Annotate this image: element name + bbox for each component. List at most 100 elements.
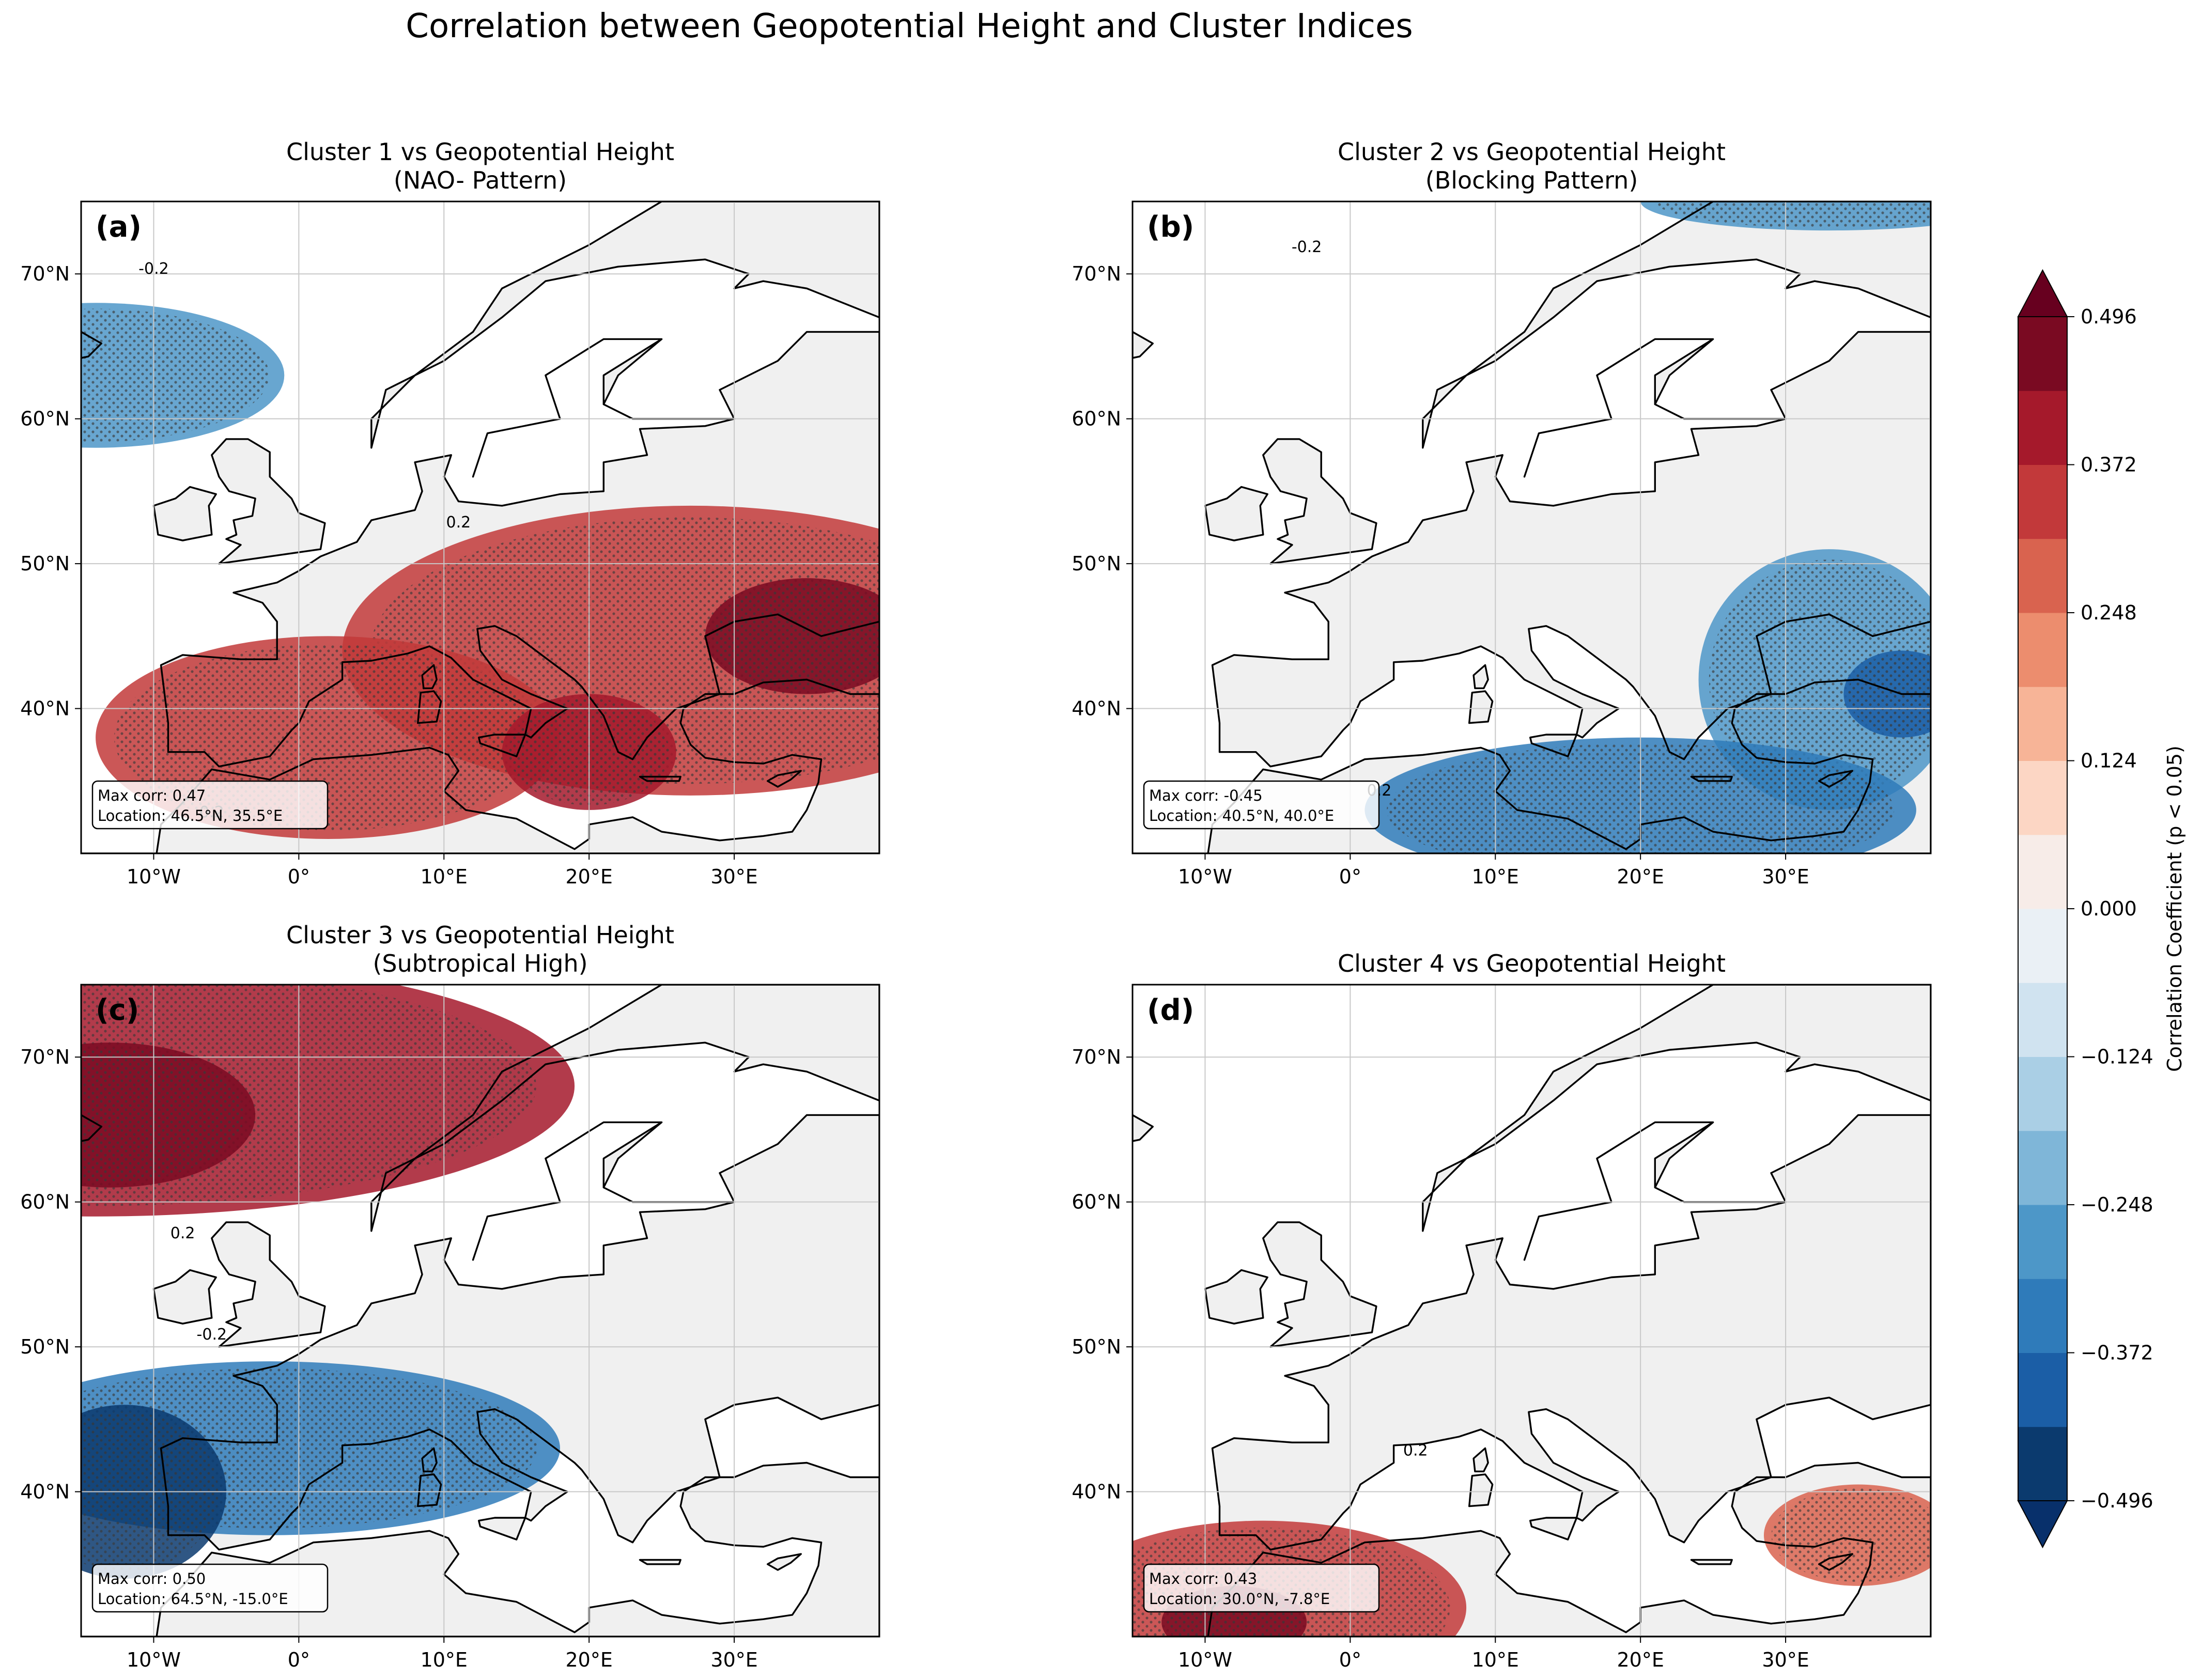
land-polygon <box>371 985 879 1231</box>
lon-tick-label: 10°E <box>421 1648 468 1671</box>
colorbar-tick-label: −0.496 <box>2081 1489 2153 1512</box>
land-polygon <box>1422 985 1931 1231</box>
coastline <box>478 734 526 757</box>
land-polygon <box>211 1222 325 1347</box>
land-polygon <box>478 1518 525 1540</box>
gridlines <box>81 985 879 1637</box>
lon-tick-label: 10°E <box>1472 1648 1519 1671</box>
panel-letter: (c) <box>96 993 139 1027</box>
coastline <box>152 1269 217 1325</box>
contour-label: -0.2 <box>1292 238 1322 256</box>
land-polygon <box>1205 487 1268 541</box>
colorbar-extend-high <box>2017 269 2068 317</box>
max-corr-value: Max corr: 0.47 <box>98 787 206 804</box>
map-area: 0.2 <box>1133 985 1931 1637</box>
land-polygon <box>640 1560 681 1564</box>
panel-subtitle: (Subtropical High) <box>373 950 587 977</box>
panels: Cluster 1 vs Geopotential Height(NAO- Pa… <box>20 138 1932 1671</box>
map-frame <box>80 984 880 1638</box>
lat-tick-label: 70°N <box>1072 262 1121 285</box>
lon-tick-label: 10°W <box>127 1648 181 1671</box>
coastline <box>1529 1517 1578 1541</box>
land-polygon <box>1263 439 1376 564</box>
lon-tick-label: 30°E <box>710 865 757 888</box>
max-corr-location: Location: 30.0°N, -7.8°E <box>1149 1590 1330 1608</box>
max-corr-value: Max corr: -0.45 <box>1149 787 1263 804</box>
coastline <box>767 770 802 788</box>
colorbar-tick-label: 0.372 <box>2081 454 2137 476</box>
coastline <box>1422 985 1931 1232</box>
coastline <box>1133 1461 1931 1637</box>
land-polygon <box>153 487 216 541</box>
colorbar-tick-label: −0.124 <box>2081 1046 2153 1068</box>
gridlines <box>1133 201 1931 853</box>
colorbar-tick-label: −0.248 <box>2081 1193 2153 1216</box>
lat-tick-label: 40°N <box>20 1481 70 1503</box>
coastline <box>81 331 102 359</box>
significance-stipple <box>1709 559 1931 800</box>
max-corr-value: Max corr: 0.43 <box>1149 1570 1257 1588</box>
land-polygon <box>1422 201 1931 448</box>
lat-tick-label: 60°N <box>20 1191 70 1214</box>
map-panel-2: Cluster 2 vs Geopotential Height(Blockin… <box>1072 138 1932 888</box>
map-area: 0.2 -0.2 <box>81 985 879 1637</box>
colorbar-label: Correlation Coefficient (p < 0.05) <box>2163 745 2186 1072</box>
correlation-field <box>1364 201 1931 853</box>
lon-tick-label: 0° <box>1339 865 1361 888</box>
colorbar-tick-label: 0.248 <box>2081 601 2137 624</box>
panel-subtitle: (NAO- Pattern) <box>394 166 567 194</box>
colorbar: 0.496 0.372 0.248 0.124 0.000 −0.124 −0.248 −0.… <box>2017 269 2186 1549</box>
lon-tick-label: 10°W <box>1178 1648 1232 1671</box>
land-polygon <box>1474 665 1488 689</box>
gridlines <box>1133 985 1931 1637</box>
lon-tick-label: 20°E <box>1617 865 1664 888</box>
lat-tick-label: 40°N <box>1072 697 1121 720</box>
land-polygon <box>1474 1448 1488 1472</box>
colorbar-segment <box>2018 834 2067 909</box>
lon-tick-label: 0° <box>288 865 310 888</box>
colorbar-segment <box>2018 1352 2067 1427</box>
coastline <box>1204 486 1268 541</box>
lon-tick-label: 0° <box>1339 1648 1361 1671</box>
lat-tick-label: 60°N <box>1072 408 1121 430</box>
panel-title: Cluster 3 vs Geopotential Height <box>286 921 674 949</box>
significance-stipple <box>713 583 879 690</box>
coastline <box>639 775 681 782</box>
colorbar-tick-label: 0.000 <box>2081 897 2137 920</box>
lat-tick-label: 70°N <box>20 262 70 285</box>
coastline <box>1204 1269 1268 1325</box>
lat-tick-label: 70°N <box>1072 1046 1121 1068</box>
colorbar-segment <box>2018 1056 2067 1131</box>
max-corr-box <box>91 780 329 830</box>
colorbar-segment <box>2018 687 2067 761</box>
significance-stipple <box>1771 1488 1931 1582</box>
colorbar-segment <box>2018 1205 2067 1279</box>
coastline <box>639 1559 681 1565</box>
contour-label: 0.2 <box>170 1224 195 1242</box>
coastline <box>417 1473 442 1507</box>
lat-tick-label: 50°N <box>20 552 70 575</box>
map-area: -0.20.20.2 <box>81 201 879 853</box>
land-polygon <box>1469 691 1493 723</box>
map-frame <box>80 200 880 854</box>
colorbar-segment <box>2018 613 2067 687</box>
lon-tick-label: 20°E <box>1617 1648 1664 1671</box>
land-polygon <box>1691 1560 1732 1564</box>
panel-letter: (a) <box>96 210 142 244</box>
colorbar-segment <box>2018 760 2067 835</box>
gridlines <box>81 201 879 853</box>
map-area: -0.20.2 <box>1133 201 1931 853</box>
colorbar-extend-low <box>2017 1500 2068 1549</box>
colorbar-tick-label: 0.124 <box>2081 750 2137 772</box>
map-frame <box>1131 984 1932 1638</box>
coastlines <box>81 201 879 853</box>
lon-tick-label: 30°E <box>710 1648 757 1671</box>
land-polygon <box>211 439 325 564</box>
colorbar-segment <box>2018 464 2067 539</box>
coastline <box>1133 1114 1154 1142</box>
coastline <box>1422 201 1931 449</box>
coastline <box>1468 1473 1494 1507</box>
lat-tick-label: 40°N <box>20 697 70 720</box>
lon-tick-label: 20°E <box>565 1648 612 1671</box>
significance-stipple <box>81 308 269 442</box>
